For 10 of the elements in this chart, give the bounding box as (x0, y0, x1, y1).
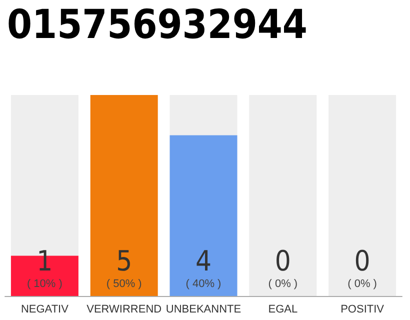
data-label: 5 ( 50% ) (106, 244, 142, 290)
data-label: 0 ( 0% ) (348, 244, 377, 290)
data-label: 0 ( 0% ) (268, 244, 298, 290)
x-tick-label: EGAL (268, 304, 298, 316)
chart-title: 015756932944 (7, 2, 308, 48)
x-tick-label: NEGATIV (20, 304, 70, 316)
x-tick-label: UNBEKANNTE (166, 304, 242, 316)
x-tick-label: VERWIRREND (86, 304, 162, 316)
x-tick-label: POSITIV (340, 304, 385, 316)
data-label: 4 ( 40% ) (186, 244, 222, 290)
